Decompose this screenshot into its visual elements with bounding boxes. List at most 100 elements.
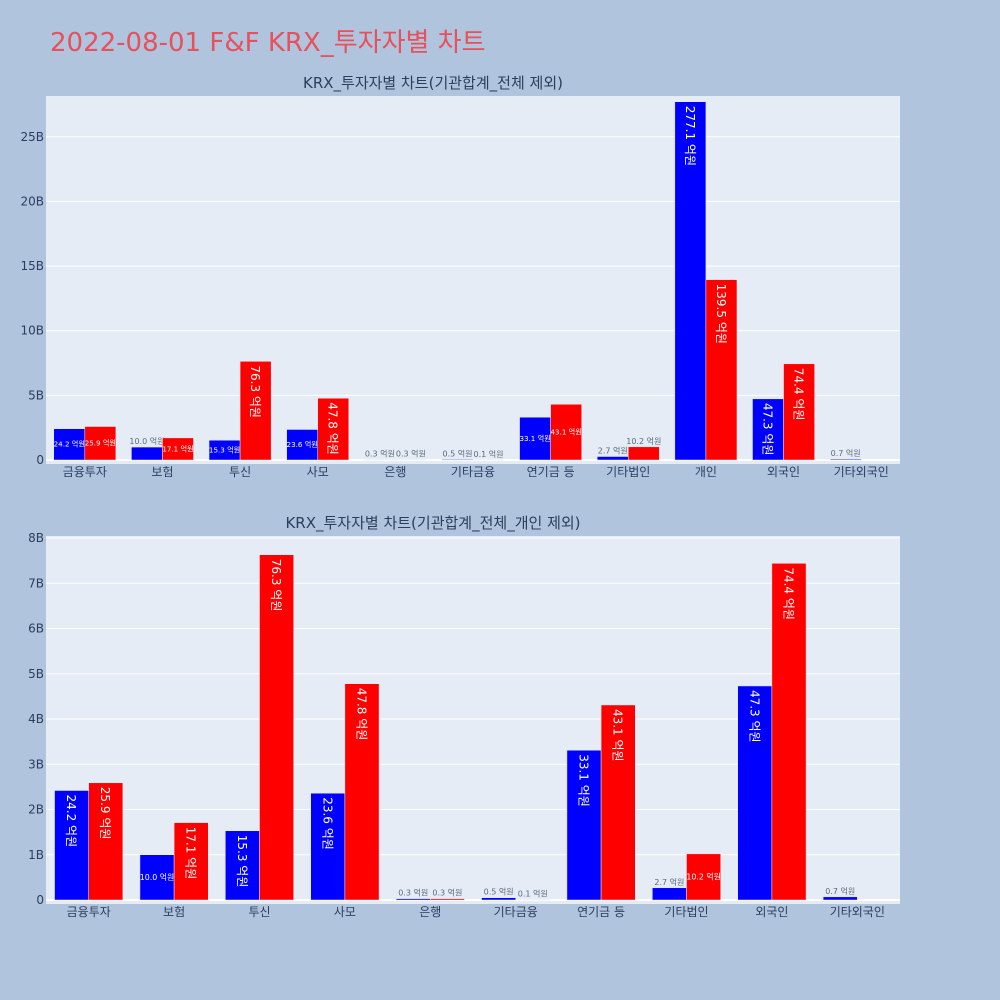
data-label: 0.7 억원 <box>831 448 861 458</box>
x-tick-label: 기타외국인 <box>830 905 885 919</box>
data-label: 0.3 억원 <box>432 888 462 898</box>
data-label: 76.3 억원 <box>248 365 262 418</box>
bar-blue <box>596 456 629 461</box>
data-label: 76.3 억원 <box>269 559 283 612</box>
x-tick-label: 투신 <box>248 905 270 919</box>
bar-red <box>705 279 738 461</box>
x-tick-label: 보험 <box>151 465 173 479</box>
x-tick-label: 외국인 <box>767 465 800 479</box>
data-label: 0.3 억원 <box>396 449 426 459</box>
data-label: 139.5 억원 <box>714 284 728 344</box>
data-label: 0.1 억원 <box>474 449 504 459</box>
y-tick-label: 25B <box>20 130 44 144</box>
data-label: 47.8 억원 <box>326 402 340 455</box>
bar-blue <box>131 446 163 461</box>
data-label: 10.2 억원 <box>626 436 661 446</box>
page-title: 2022-08-01 F&F KRX_투자자별 차트 <box>50 28 486 58</box>
x-tick-label: 기타법인 <box>606 465 650 479</box>
bar-red <box>239 361 272 461</box>
bar-red <box>430 898 465 901</box>
bar-blue <box>566 749 602 901</box>
data-label: 17.1 억원 <box>184 827 198 880</box>
x-tick-label: 은행 <box>384 464 406 479</box>
x-tick-label: 사모 <box>307 465 329 479</box>
bar-red <box>550 404 582 461</box>
x-tick-label: 투신 <box>229 465 251 479</box>
chart-excluding-institution-total: KRX_투자자별 차트(기관합계_전체 제외) 0 5B 10B 15B 20B 25B 금융… <box>20 74 900 479</box>
y-tick-label: 4B <box>28 712 44 726</box>
bar-blue <box>674 101 707 461</box>
data-label: 10.0 억원 <box>129 436 164 446</box>
x-tick-label: 외국인 <box>755 905 788 919</box>
bar-blue <box>395 898 431 901</box>
data-label: 43.1 억원 <box>551 428 582 437</box>
bar-blue <box>225 830 260 901</box>
y-tick-label: 0 <box>36 893 44 907</box>
data-label: 24.2 억원 <box>64 794 78 847</box>
data-label: 0.5 억원 <box>484 887 514 897</box>
bar-red <box>84 426 117 461</box>
bar-red <box>162 437 194 461</box>
data-label: 10.0 억원 <box>140 872 174 882</box>
bar-red <box>600 704 636 901</box>
data-label: 0.7 억원 <box>825 886 855 896</box>
y-tick-label: 10B <box>20 324 44 338</box>
x-tick-label: 연기금 등 <box>527 465 575 479</box>
y-tick-label: 15B <box>20 259 44 273</box>
x-tick-label: 연기금 등 <box>577 905 625 919</box>
bar-red <box>783 363 815 461</box>
x-tick-label: 은행 <box>419 904 441 919</box>
bar-blue <box>139 854 175 901</box>
bar-blue <box>652 887 687 901</box>
x-tick-label: 개인 <box>695 465 717 479</box>
y-tick-label: 0 <box>36 453 44 467</box>
y-tick-label: 2B <box>28 803 44 817</box>
data-label: 23.6 억원 <box>320 797 334 850</box>
chart-title: KRX_투자자별 차트(기관합계_전체_개인 제외) <box>285 514 580 533</box>
chart-title: KRX_투자자별 차트(기관합계_전체 제외) <box>303 74 563 93</box>
data-label: 47.3 억원 <box>760 403 774 456</box>
data-label: 33.1 억원 <box>519 434 550 443</box>
bar-red <box>259 554 294 901</box>
data-label: 74.4 억원 <box>781 567 795 620</box>
bar-red <box>173 822 209 901</box>
x-tick-label: 보험 <box>163 905 185 919</box>
y-tick-label: 8B <box>28 531 44 545</box>
bar-blue <box>752 398 784 461</box>
data-label: 17.1 억원 <box>162 444 193 453</box>
y-tick-label: 1B <box>28 848 44 862</box>
data-label: 2.7 억원 <box>598 446 628 456</box>
bar-blue <box>441 459 474 461</box>
bar-blue <box>829 458 862 461</box>
bar-red <box>344 683 380 901</box>
bar-blue <box>310 792 346 901</box>
data-label: 25.9 억원 <box>85 439 116 448</box>
x-tick-label: 기타법인 <box>664 905 708 919</box>
y-tick-label: 7B <box>28 576 44 590</box>
data-label: 10.2 억원 <box>686 872 720 882</box>
x-tick-label: 금융투자 <box>67 905 111 919</box>
data-label: 43.1 억원 <box>611 709 625 762</box>
bar-blue <box>54 790 89 901</box>
y-tick-label: 20B <box>20 194 44 208</box>
y-tick-label: 3B <box>28 757 44 771</box>
data-label: 74.4 억원 <box>792 368 806 421</box>
bar-blue <box>737 685 773 901</box>
bar-red <box>686 853 721 901</box>
data-label: 0.3 억원 <box>365 449 395 459</box>
x-tick-label: 기타금융 <box>494 905 538 919</box>
bar-blue <box>519 416 551 461</box>
y-tick-label: 6B <box>28 622 44 636</box>
data-label: 277.1 억원 <box>683 106 697 166</box>
x-tick-label: 사모 <box>334 905 356 919</box>
chart-excluding-institution-total-and-individual: KRX_투자자별 차트(기관합계_전체_개인 제외) 0 1B 2B 3B 4B 5B 6B 7… <box>28 514 900 919</box>
x-tick-label: 금융투자 <box>63 465 107 479</box>
data-label: 2.7 억원 <box>654 877 684 887</box>
data-label: 15.3 억원 <box>209 445 240 454</box>
data-label: 23.6 억원 <box>287 440 318 449</box>
data-label: 33.1 억원 <box>576 754 590 807</box>
bar-red <box>628 446 660 461</box>
data-label: 47.8 억원 <box>354 688 368 741</box>
data-label: 0.3 억원 <box>398 888 428 898</box>
x-tick-label: 기타금융 <box>451 465 495 479</box>
